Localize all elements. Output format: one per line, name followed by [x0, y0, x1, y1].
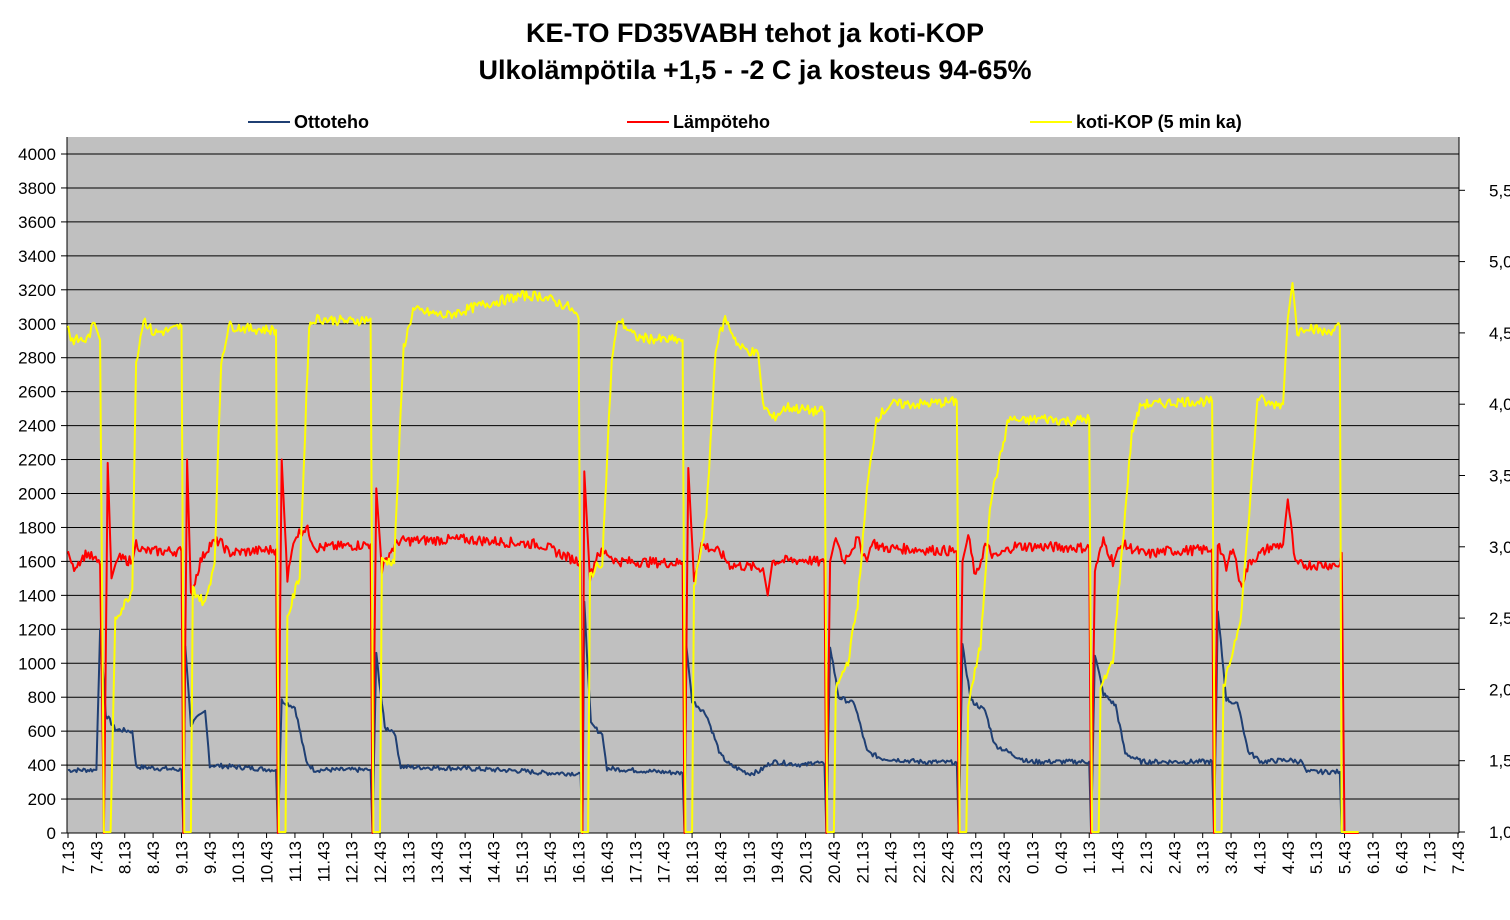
y-left-tick-label: 3200	[18, 281, 56, 300]
x-tick-label: 5.13	[1307, 841, 1326, 874]
y-right-tick-label: 2,0	[1489, 680, 1510, 699]
series-line-lämpöteho	[67, 458, 1359, 834]
y-right-tick-label: 5,5	[1489, 181, 1510, 200]
y-left-tick-label: 3600	[18, 213, 56, 232]
y-right-tick-label: 2,5	[1489, 609, 1510, 628]
y-left-tick-label: 4000	[18, 145, 56, 164]
x-tick-label: 11.43	[314, 841, 333, 882]
x-tick-label: 15.43	[541, 841, 560, 884]
x-tick-label: 18.43	[711, 841, 730, 884]
x-tick-label: 23.13	[967, 841, 986, 884]
x-tick-label: 6.13	[1364, 841, 1383, 874]
plot-area	[67, 137, 1459, 833]
x-tick-label: 2.13	[1137, 841, 1156, 874]
x-tick-label: 4.43	[1279, 841, 1298, 874]
x-tick-label: 7.43	[87, 841, 106, 874]
x-tick-label: 9.13	[172, 841, 191, 874]
x-tick-label: 13.43	[428, 841, 447, 884]
x-tick-label: 7.13	[59, 841, 78, 874]
x-tick-label: 23.43	[995, 841, 1014, 884]
x-tick-label: 15.13	[513, 841, 532, 884]
x-tick-label: 6.43	[1392, 841, 1411, 874]
y-left-tick-label: 1400	[18, 586, 56, 605]
chart-subtitle: Ulkolämpötila +1,5 - -2 C ja kosteus 94-…	[478, 55, 1032, 85]
x-tick-label: 3.43	[1222, 841, 1241, 874]
y-left-tick-label: 3000	[18, 315, 56, 334]
x-tick-label: 2.43	[1165, 841, 1184, 874]
y-left-tick-label: 1600	[18, 552, 56, 571]
x-tick-label: 14.43	[485, 841, 504, 884]
y-right-tick-label: 3,5	[1489, 467, 1510, 486]
chart-title: KE-TO FD35VABH tehot ja koti-KOP	[525, 18, 985, 48]
legend-label: Lämpöteho	[673, 112, 770, 132]
legend-label: Ottoteho	[294, 112, 369, 132]
x-tick-label: 21.43	[882, 841, 901, 884]
y-right-tick-label: 1,0	[1489, 823, 1510, 842]
x-tick-label: 5.43	[1336, 841, 1355, 874]
x-tick-label: 10.13	[229, 841, 248, 884]
x-tick-label: 1.13	[1080, 841, 1099, 874]
x-tick-label: 16.43	[598, 841, 617, 884]
x-tick-label: 7.43	[1449, 841, 1468, 874]
y-left-tick-label: 600	[28, 722, 56, 741]
x-tick-label: 3.13	[1194, 841, 1213, 874]
y-left-tick-label: 2200	[18, 451, 56, 470]
x-tick-label: 22.43	[938, 841, 957, 884]
x-tick-label: 20.13	[797, 841, 816, 884]
y-right-tick-label: 5,0	[1489, 253, 1510, 272]
y-left-tick-label: 1000	[18, 654, 56, 673]
x-tick-label: 17.43	[655, 841, 674, 884]
x-tick-label: 17.13	[626, 841, 645, 884]
x-tick-label: 1.43	[1109, 841, 1128, 874]
x-tick-label: 8.13	[116, 841, 135, 874]
y-left-tick-label: 0	[47, 824, 56, 843]
y-right-tick-label: 1,5	[1489, 752, 1510, 771]
series-line-koti-kop	[67, 282, 1359, 833]
x-tick-label: 10.43	[258, 841, 277, 884]
y-left-tick-label: 2400	[18, 417, 56, 436]
x-tick-label: 22.13	[910, 841, 929, 884]
y-left-tick-label: 2000	[18, 485, 56, 504]
x-tick-label: 11.13	[286, 841, 305, 882]
legend-label: koti-KOP (5 min ka)	[1076, 112, 1242, 132]
y-left-tick-label: 3800	[18, 179, 56, 198]
y-left-tick-label: 3400	[18, 247, 56, 266]
x-tick-label: 16.13	[570, 841, 589, 884]
x-tick-label: 19.43	[768, 841, 787, 884]
series-line-ottoteho	[67, 600, 1359, 834]
y-left-tick-label: 2800	[18, 349, 56, 368]
x-tick-label: 9.43	[201, 841, 220, 874]
y-right-tick-label: 3,0	[1489, 538, 1510, 557]
x-tick-label: 12.43	[371, 841, 390, 884]
x-tick-label: 12.13	[343, 841, 362, 884]
y-left-tick-label: 800	[28, 688, 56, 707]
y-left-tick-label: 1200	[18, 620, 56, 639]
y-left-tick-label: 1800	[18, 518, 56, 537]
x-tick-label: 13.13	[399, 841, 418, 884]
x-tick-label: 20.43	[825, 841, 844, 884]
x-tick-label: 18.13	[683, 841, 702, 884]
x-tick-label: 4.13	[1250, 841, 1269, 874]
y-left-tick-label: 200	[28, 790, 56, 809]
x-tick-label: 21.13	[853, 841, 872, 884]
y-left-tick-label: 2600	[18, 383, 56, 402]
x-tick-label: 8.43	[144, 841, 163, 874]
x-tick-label: 19.13	[740, 841, 759, 884]
y-right-tick-label: 4,0	[1489, 395, 1510, 414]
x-tick-label: 7.13	[1421, 841, 1440, 874]
x-tick-label: 0.13	[1023, 841, 1042, 874]
y-left-tick-label: 400	[28, 756, 56, 775]
x-tick-label: 14.13	[456, 841, 475, 884]
x-tick-label: 0.43	[1052, 841, 1071, 874]
y-right-tick-label: 4,5	[1489, 324, 1510, 343]
